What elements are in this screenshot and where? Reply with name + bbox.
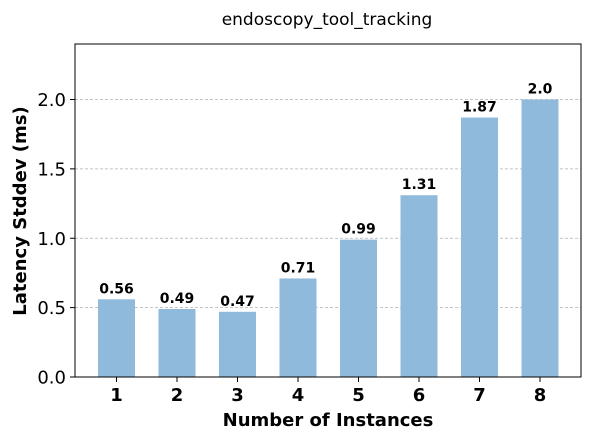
x-tick-label: 2 [171,385,184,406]
bar-value-label: 0.71 [281,260,316,276]
bar [98,299,135,377]
plot-frame [74,43,582,378]
y-tick-label: 1.5 [37,159,66,180]
x-tick-label: 4 [292,385,305,406]
y-tick-label: 1.0 [37,229,66,250]
bar-value-label: 2.0 [528,82,553,98]
bar [279,278,317,377]
y-axis-ticks: 0.0 0.5 1.0 1.5 2.0 [37,90,75,389]
x-tick-label: 1 [110,385,123,406]
x-tick-label: 5 [352,385,365,406]
x-tick-label: 3 [231,385,244,406]
y-tick-label: 0.0 [37,368,66,389]
bar-value-label: 1.31 [402,177,437,193]
chart-title: endoscopy_tool_tracking [222,10,433,30]
y-tick-label: 0.5 [37,298,66,319]
bar-value-label: 0.49 [160,291,195,307]
bar [461,117,498,377]
y-axis-label: Latency Stddev (ms) [10,106,31,315]
gridlines [75,99,581,309]
x-tick-label: 7 [473,385,486,406]
x-tick-label: 6 [413,385,426,406]
x-axis-label: Number of Instances [223,410,434,431]
bar-value-labels: 0.56 0.49 0.47 0.71 0.99 1.31 1.87 2.0 [99,82,552,310]
bar-value-label: 0.47 [220,294,255,310]
bar [340,239,377,377]
y-tick-label: 2.0 [37,90,66,111]
bar-value-label: 0.99 [341,222,376,238]
bar-value-label: 1.87 [462,100,497,116]
x-tick-label: 8 [534,385,547,406]
bar-value-label: 0.56 [99,281,134,297]
bar [400,195,438,377]
bar [219,311,256,377]
x-axis-ticks: 1 2 3 4 5 6 7 8 [110,377,546,406]
bar [521,99,559,377]
bars [98,99,559,377]
bar [158,309,196,377]
